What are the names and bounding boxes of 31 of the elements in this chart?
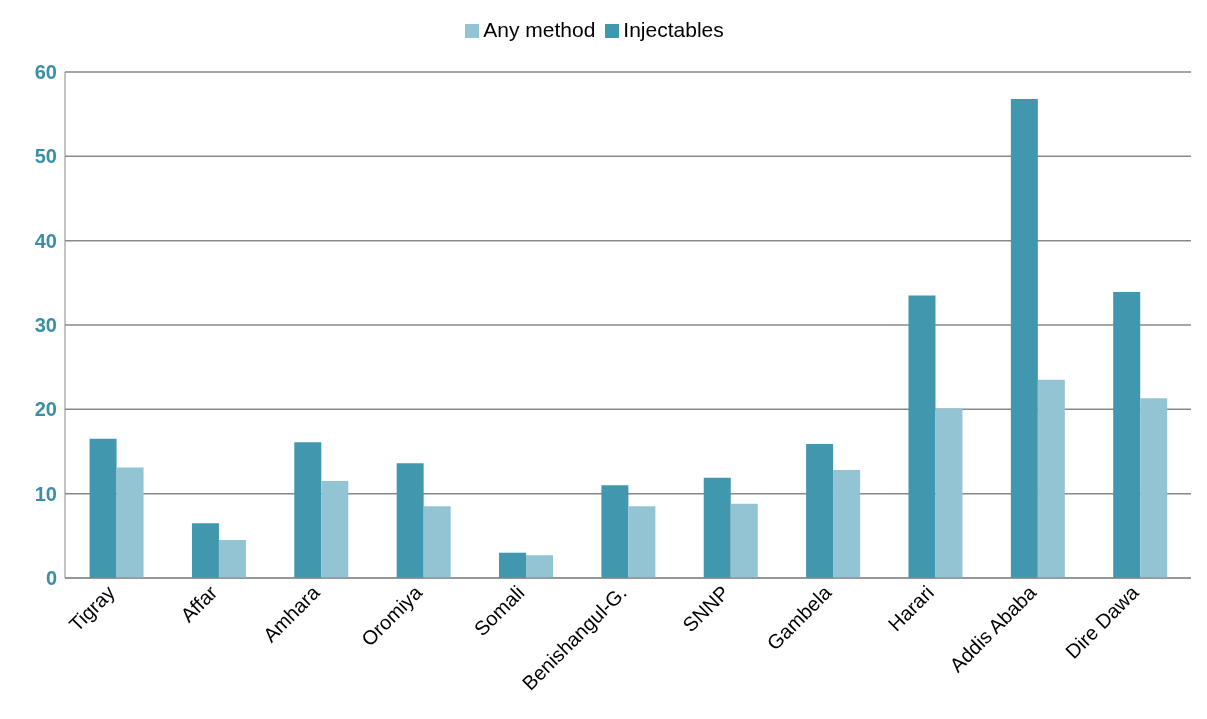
y-tick-label: 10 <box>34 482 57 505</box>
bar <box>908 295 936 578</box>
bar <box>730 503 758 578</box>
bar <box>1037 379 1065 578</box>
bar <box>1113 292 1141 578</box>
bar <box>628 506 656 578</box>
bar <box>833 470 861 578</box>
bar <box>806 443 834 578</box>
bar <box>1140 398 1168 578</box>
bar <box>396 463 424 578</box>
legend-label: Injectables <box>623 18 724 41</box>
y-tick-label: 40 <box>34 229 57 252</box>
bar <box>116 467 144 578</box>
bar <box>601 485 629 578</box>
bar <box>1010 98 1038 578</box>
y-tick-label: 50 <box>34 145 57 168</box>
bar <box>191 523 219 578</box>
bar <box>218 540 246 578</box>
y-tick-label: 30 <box>34 314 57 337</box>
y-tick-label: 0 <box>45 567 57 590</box>
bar <box>703 477 731 578</box>
bar <box>526 555 554 578</box>
bar <box>423 506 451 578</box>
bar <box>294 442 322 578</box>
bar <box>499 552 527 578</box>
bar <box>321 481 349 578</box>
legend-label: Any method <box>483 18 596 41</box>
y-tick-label: 60 <box>34 61 57 84</box>
y-tick-label: 20 <box>34 398 57 421</box>
bar <box>935 408 963 578</box>
bar <box>89 438 117 578</box>
